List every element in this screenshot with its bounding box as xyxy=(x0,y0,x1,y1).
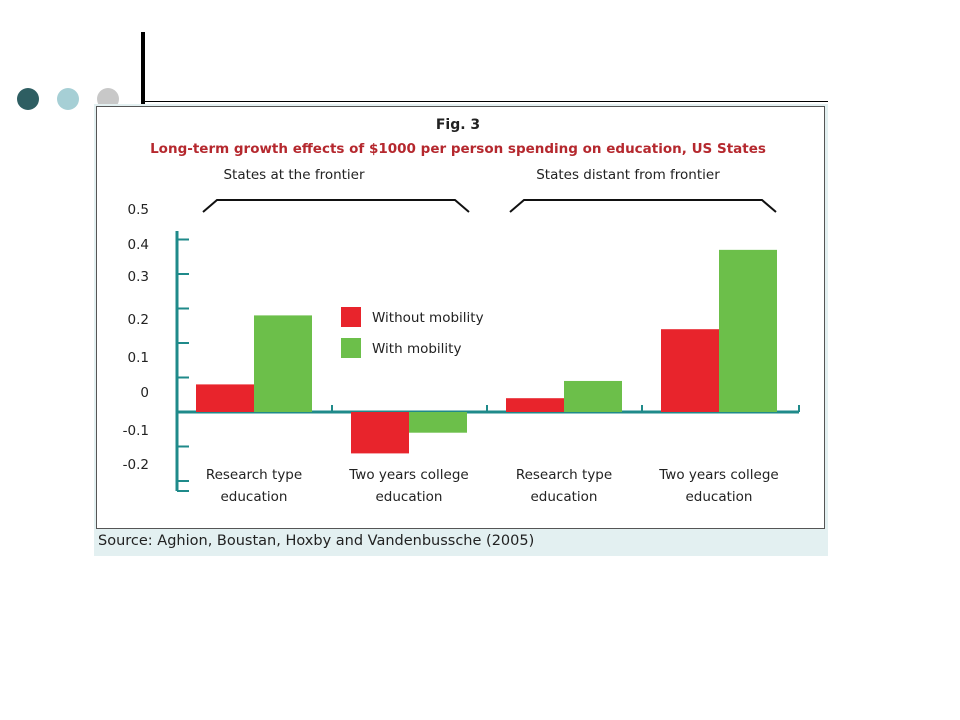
y-tick-label: 0.4 xyxy=(128,237,149,253)
y-tick-label: 0 xyxy=(140,385,149,401)
bar-with-mobility xyxy=(254,315,312,412)
category-label: education xyxy=(686,489,753,505)
category-label: Research type xyxy=(206,467,302,483)
bar-without-mobility xyxy=(506,398,564,412)
title-divider-vertical xyxy=(141,32,145,104)
legend-swatch xyxy=(341,307,361,327)
y-tick-label: -0.1 xyxy=(123,423,149,439)
group-label: States distant from frontier xyxy=(536,167,720,183)
category-label: Research type xyxy=(516,467,612,483)
category-label: Two years college xyxy=(348,467,468,483)
category-label: education xyxy=(376,489,443,505)
figure-source: Source: Aghion, Boustan, Hoxby and Vande… xyxy=(98,533,535,549)
category-label: Two years college xyxy=(658,467,778,483)
category-label: education xyxy=(221,489,288,505)
bar-without-mobility xyxy=(661,329,719,412)
bar-with-mobility xyxy=(409,412,467,433)
group-bracket xyxy=(202,199,470,213)
y-tick-label: 0.3 xyxy=(128,269,149,285)
bar-with-mobility xyxy=(564,380,622,412)
dot-light xyxy=(57,88,79,110)
bar-without-mobility xyxy=(351,412,409,454)
chart-title: Long-term growth effects of $1000 per pe… xyxy=(150,141,766,157)
y-tick-label: 0.2 xyxy=(128,312,149,328)
chart-box: Fig. 3 Long-term growth effects of $1000 … xyxy=(96,106,825,529)
group-bracket xyxy=(509,199,777,213)
dot-dark xyxy=(17,88,39,110)
legend-label: Without mobility xyxy=(372,310,484,326)
legend-swatch xyxy=(341,338,361,358)
bar-without-mobility xyxy=(196,384,254,412)
fig-label: Fig. 3 xyxy=(436,117,480,133)
group-label: States at the frontier xyxy=(223,167,365,183)
legend-label: With mobility xyxy=(372,341,461,357)
y-tick-label: 0.1 xyxy=(128,350,149,366)
y-tick-label: 0.5 xyxy=(128,202,149,218)
bar-chart: Fig. 3 Long-term growth effects of $1000 … xyxy=(123,117,800,505)
bar-with-mobility xyxy=(719,249,777,412)
y-tick-label: -0.2 xyxy=(123,457,149,473)
figure: Fig. 3 Long-term growth effects of $1000 … xyxy=(94,104,828,556)
category-label: education xyxy=(531,489,598,505)
title-divider-horizontal xyxy=(141,101,828,102)
